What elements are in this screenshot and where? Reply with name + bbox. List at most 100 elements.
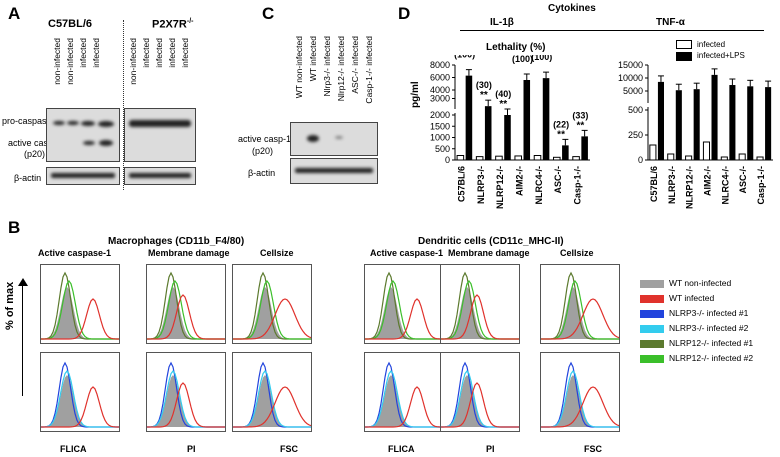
group-dendritic: Dendritic cells (CD11c_MHC-II) (418, 236, 564, 247)
blot-c-casp (290, 122, 378, 156)
bar-infected (720, 156, 728, 161)
histogram-plot (232, 352, 312, 432)
legend-wt-noninfected: WT non-infected (640, 278, 731, 288)
lethality-value: (100) (512, 55, 533, 64)
y-tick-label: 0 (638, 155, 643, 165)
bar-infected-lps (747, 86, 754, 160)
row-label-p20: (p20) (24, 149, 46, 159)
blot-a-left-top (46, 108, 120, 162)
chart-tnfa: 0 250 500 5000 10000 15000 C57BL/6 NLRP3-/- NLRP… (618, 60, 775, 209)
y-tick-label: 15000 (618, 60, 643, 70)
histogram-wt-noninfected (541, 287, 619, 339)
blot-a-left-actin (46, 167, 120, 185)
bar-infected (756, 156, 764, 161)
histogram-line (41, 271, 119, 340)
histogram-line (41, 279, 119, 340)
lane-label: infected (167, 38, 177, 68)
histogram-plot (440, 352, 520, 432)
category-label: C57BL/6 (457, 166, 467, 202)
y-tick-label: 2000 (430, 110, 450, 120)
histogram-wt-infected (441, 382, 519, 428)
histogram-plot (364, 264, 444, 344)
xlabel-mac-fsc: FSC (280, 444, 298, 454)
histogram-plot (146, 352, 226, 432)
lane-label: Nlrp3-/- infected (322, 36, 332, 97)
histogram-wt-infected (41, 298, 119, 340)
category-label: NLRC4-/- (720, 166, 730, 205)
blot-c-actin (290, 158, 378, 184)
c-row-label-activecasp: active casp-1 (238, 134, 292, 144)
category-label: NLRP3-/- (476, 166, 486, 204)
histogram-plot (232, 264, 312, 344)
cytokines-header: Cytokines (548, 3, 596, 14)
strain-p2x7r: P2X7R-/- (152, 18, 194, 31)
y-tick-label: 10000 (618, 73, 643, 83)
panel-b-label: B (8, 218, 21, 237)
legend-nlrp12-1: NLRP12-/- infected #1 (640, 338, 753, 348)
lane-label: Nlrp12-/- infected (336, 36, 346, 102)
lethality-value: (22) (553, 119, 569, 129)
category-label: NLRP12-/- (685, 166, 695, 209)
xlabel-mac-pi: PI (187, 444, 196, 454)
panel-c-label: C (262, 4, 275, 23)
histogram-line (441, 279, 519, 340)
c-row-label-bactin: β-actin (248, 168, 276, 178)
bar-infected-lps (484, 106, 492, 160)
y-tick-label: 5000 (623, 86, 643, 96)
b-yarrow (22, 283, 23, 396)
bar-infected (553, 156, 561, 161)
histogram-line (147, 271, 225, 340)
bar-infected (456, 155, 465, 161)
d-legend: infected infected+LPS (676, 40, 745, 61)
histogram-wt-infected (365, 298, 443, 340)
histogram-wt-infected (147, 382, 225, 428)
lethality-label: Lethality (%) (486, 42, 546, 53)
histogram-line (41, 361, 119, 428)
row-label-procasp: pro-caspase-1 (2, 116, 60, 126)
category-label: AIM2-/- (703, 166, 713, 196)
xlabel-dc-pi: PI (486, 444, 495, 454)
category-label: C57BL/6 (649, 166, 659, 202)
histogram-wt-infected (41, 386, 119, 428)
y-tick-label: 500 (435, 144, 450, 154)
histogram-line (41, 369, 119, 428)
histogram-line (365, 271, 443, 340)
lethality-value: (100) (531, 55, 552, 62)
bar-infected-lps (675, 90, 682, 160)
histogram-wt-infected (541, 386, 619, 428)
category-label: NLRP3-/- (667, 166, 677, 204)
bar-infected-lps (465, 75, 473, 160)
bar-infected-lps (765, 87, 772, 160)
c-row-label-p20: (p20) (252, 146, 274, 156)
col-title-mac-cellsize: Cellsize (260, 248, 294, 258)
lane-label: infected (154, 38, 164, 68)
lane-label: Casp-1-/- infected (364, 36, 374, 104)
bar-infected (685, 155, 693, 161)
bar-infected-lps (562, 145, 569, 160)
histogram-line (147, 279, 225, 340)
row-label-bactin: β-actin (14, 173, 42, 183)
y-tick-label: 6000 (430, 73, 450, 83)
xlabel-mac-flica: FLICA (60, 444, 87, 454)
category-label: Casp-1-/- (756, 166, 766, 205)
bar-infected-lps (504, 115, 511, 160)
histogram-wt-infected (541, 298, 619, 340)
lethality-value: (33) (572, 110, 588, 120)
col-title-dc-cellsize: Cellsize (560, 248, 594, 258)
histogram-wt-noninfected (541, 375, 619, 427)
bar-infected (738, 153, 746, 161)
histogram-wt-noninfected (365, 287, 443, 339)
histogram-plot (364, 352, 444, 432)
histogram-line (441, 361, 519, 428)
histogram-wt-noninfected (441, 375, 519, 427)
significance-stars: ** (557, 129, 565, 140)
bar-infected-lps (542, 78, 550, 160)
histogram-line (147, 369, 225, 428)
histogram-wt-infected (365, 386, 443, 428)
lane-label: infected (91, 38, 101, 68)
lethality-value: (30) (476, 80, 492, 90)
strain-c57bl6: C57BL/6 (48, 18, 93, 30)
lane-label: non-infected (52, 38, 62, 85)
xlabel-dc-flica: FLICA (388, 444, 415, 454)
